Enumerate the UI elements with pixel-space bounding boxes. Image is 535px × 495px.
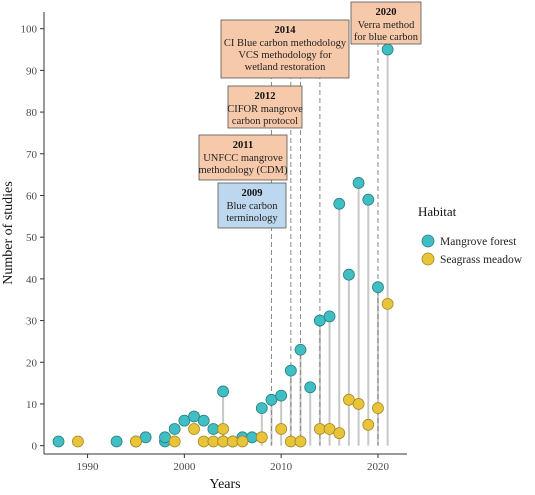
annotation-text: Blue carbon [226,201,278,212]
annotation-text: terminology [226,213,278,224]
axes: 0 10 20 30 40 50 60 70 80 90 100 1990 2000 2010 2020 [21,12,407,473]
y-tick-label: 30 [26,316,38,328]
data-point [188,423,200,435]
data-point [284,364,297,377]
data-point [130,435,142,448]
y-axis-title: Number of studies [1,181,16,284]
y-tick-label: 80 [26,107,38,119]
data-point [323,310,336,323]
data-point [275,423,288,435]
data-point [362,193,375,206]
y-tick-label: 90 [26,65,38,77]
x-axis-title: Years [209,477,240,492]
annotation-text: Verra method [358,20,416,31]
legend-seagrass-swatch [421,252,435,266]
annotation-text: UNFCC mangrove [203,153,283,164]
data-point [52,435,65,448]
data-point [352,398,365,410]
data-point [381,297,394,310]
data-point [323,423,336,435]
data-point [313,314,326,327]
data-point [71,435,84,448]
annotation-text: CIFOR mangrove [227,104,303,115]
data-point [255,431,268,444]
y-tick-label: 0 [32,441,38,453]
points [52,43,394,448]
data-point [110,435,123,448]
data-point [159,431,171,444]
x-tick-label: 1990 [77,461,100,473]
data-point [304,381,317,394]
data-point [372,402,384,415]
data-point [168,435,181,448]
x-tick-label: 2020 [367,461,390,473]
data-point [333,197,346,210]
annotation-text: for blue carbon [354,32,419,43]
y-tick-label: 60 [26,190,38,202]
legend-mangrove-label: Mangrove forest [440,236,517,248]
data-point [362,418,375,431]
annotation-box-bg [350,1,422,45]
annotation-box-bg [220,19,350,79]
data-point [139,431,152,444]
annotation-title: 2009 [242,188,263,199]
data-point [343,268,355,281]
annotation-title: 2014 [275,25,297,36]
y-tick-label: 50 [26,232,38,244]
data-point [352,177,365,189]
data-point [217,423,229,435]
annotation-box-bg [217,182,287,229]
annotation-title: 2020 [376,7,397,18]
data-point [294,435,307,448]
legend-title: Habitat [418,204,457,219]
y-tick-label: 10 [26,399,38,411]
data-point [178,414,191,427]
x-tick-label: 2000 [173,461,196,473]
y-tick-label: 100 [21,24,38,36]
legend: Habitat Mangrove forest Seagrass meadow [418,204,523,266]
annotation-text: methodology (CDM) [199,165,288,176]
annotation-text: CI Blue carbon methodology [224,38,347,49]
annotation-title: 2012 [255,91,276,102]
data-point [381,43,394,56]
annotation-text: VCS methodology for [238,50,332,61]
data-point [275,389,288,402]
data-point [265,393,278,406]
y-tick-label: 20 [26,357,38,369]
annotation-text: carbon protocol [232,116,298,127]
x-ticks: 1990 2000 2010 2020 [77,454,390,473]
y-tick-label: 70 [26,149,38,161]
data-point [255,402,268,415]
legend-mangrove-swatch [421,234,435,248]
data-point [188,410,200,423]
data-point [197,414,210,427]
data-point [294,343,307,356]
data-point [333,427,346,440]
annotation-box-bg [227,85,303,129]
legend-seagrass-label: Seagrass meadow [440,254,523,266]
annotation-box-bg [198,134,288,181]
data-point [168,423,181,435]
data-point [236,435,249,448]
event-lines [270,26,379,446]
x-tick-label: 2010 [270,461,293,473]
data-point [343,393,355,406]
data-point [217,385,229,398]
y-ticks: 0 10 20 30 40 50 60 70 80 90 100 [21,24,44,453]
annotation-title: 2011 [233,140,253,151]
y-tick-label: 40 [26,274,38,286]
data-point [372,281,384,294]
annotation-text: wetland restoration [245,62,327,73]
